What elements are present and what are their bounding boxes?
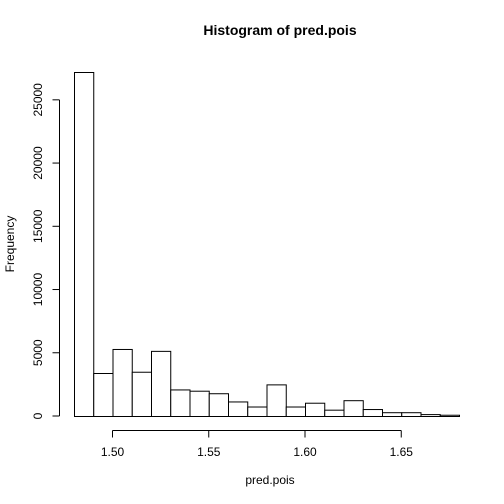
histogram-bar bbox=[343, 400, 364, 417]
histogram-bar bbox=[382, 412, 403, 417]
y-axis-label: Frequency bbox=[3, 216, 17, 273]
y-tick-label: 5000 bbox=[31, 339, 45, 366]
histogram-bar bbox=[228, 401, 249, 417]
chart-title: Histogram of pred.pois bbox=[203, 22, 356, 38]
y-tick-label: 0 bbox=[31, 412, 45, 419]
histogram-bar bbox=[401, 412, 422, 417]
histogram-bar bbox=[247, 406, 268, 418]
x-tick-label: 1.65 bbox=[390, 445, 414, 459]
histogram-bar bbox=[285, 406, 306, 418]
histogram-bar bbox=[170, 389, 191, 417]
histogram-bar bbox=[93, 373, 114, 417]
histogram-bar bbox=[112, 348, 133, 417]
histogram-bar bbox=[74, 72, 95, 417]
x-axis: 1.50 1.55 1.60 1.65 bbox=[101, 430, 414, 459]
histogram-bar bbox=[189, 390, 210, 417]
histogram-bar bbox=[362, 409, 383, 418]
histogram-bar bbox=[151, 350, 172, 417]
y-tick-label: 20000 bbox=[31, 146, 45, 180]
x-tick-label: 1.55 bbox=[197, 445, 221, 459]
y-axis: 0 5000 10000 15000 20000 25000 bbox=[31, 83, 60, 419]
histogram-bar bbox=[420, 414, 441, 417]
y-tick-label: 10000 bbox=[31, 273, 45, 307]
histogram-bar bbox=[305, 402, 326, 417]
histogram-bar bbox=[439, 414, 460, 417]
histogram-bar bbox=[131, 371, 152, 417]
histogram-bar bbox=[208, 393, 229, 417]
x-axis-label: pred.pois bbox=[245, 473, 294, 487]
bars-group bbox=[74, 72, 460, 418]
histogram-bar bbox=[324, 409, 345, 418]
x-tick-label: 1.60 bbox=[293, 445, 317, 459]
y-tick-label: 15000 bbox=[31, 209, 45, 243]
y-tick-label: 25000 bbox=[31, 83, 45, 117]
x-tick-label: 1.50 bbox=[101, 445, 125, 459]
histogram-bar bbox=[266, 384, 287, 418]
